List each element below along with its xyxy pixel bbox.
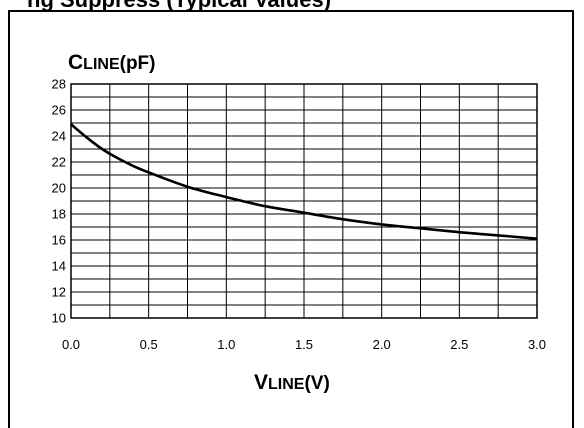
plot-border [70,83,538,319]
y-tick-label: 16 [52,233,66,248]
y-tick-label: 18 [52,207,66,222]
chart-grid [70,83,538,319]
x-tick-label: 3.0 [528,337,546,352]
x-tick-label: 2.5 [450,337,468,352]
y-axis-title-main: C [68,51,83,74]
x-axis-title: VLINE(V) [254,371,330,394]
y-tick-label: 28 [52,77,66,92]
y-axis-title-unit: (pF) [120,53,156,74]
x-axis-title-unit: (V) [304,373,329,394]
x-axis-title-main: V [254,371,268,394]
y-tick-label: 26 [52,103,66,118]
plot-area-border [70,83,538,319]
series-line [70,123,538,240]
y-axis-title: CLINE(pF) [68,51,156,74]
x-tick-labels: 0.0 0.5 1.0 1.5 2.0 2.5 3.0 [62,337,546,352]
y-tick-label: 10 [52,311,66,326]
x-tick-label: 0.0 [62,337,80,352]
x-tick-label: 1.0 [217,337,235,352]
y-axis-title-sub: LINE [83,56,120,73]
y-tick-label: 12 [52,285,66,300]
series-group [70,123,538,240]
x-tick-label: 1.5 [295,337,313,352]
y-tick-labels: 28 26 24 22 20 18 16 14 12 10 [52,77,66,326]
x-tick-label: 0.5 [140,337,158,352]
x-tick-label: 2.0 [373,337,391,352]
figure-frame [8,10,574,428]
page-title: ng Suppress (Typical Values) [27,0,331,13]
y-tick-label: 24 [52,129,66,144]
y-tick-label: 20 [52,181,66,196]
y-tick-label: 14 [52,259,66,274]
x-axis-title-sub: LINE [268,376,305,393]
y-tick-label: 22 [52,155,66,170]
